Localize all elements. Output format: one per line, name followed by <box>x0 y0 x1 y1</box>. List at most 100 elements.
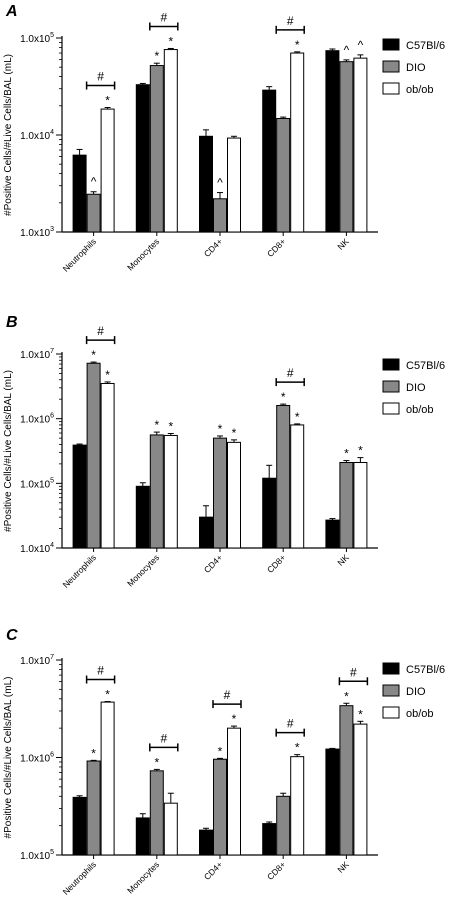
bar <box>72 796 87 856</box>
y-tick-label: 1.0x105 <box>20 32 54 45</box>
y-tick-exponent: 7 <box>50 654 54 661</box>
y-tick-mantissa: 1.0x10 <box>20 131 50 142</box>
bar <box>339 705 354 856</box>
y-tick-label: 1.0x106 <box>20 752 54 765</box>
bar <box>100 701 115 856</box>
y-tick-label: 1.0x104 <box>20 542 54 555</box>
bar <box>262 89 277 233</box>
legend-entry: ob/ob <box>406 404 434 416</box>
bar <box>276 795 291 856</box>
x-tick-label: NK <box>335 236 351 252</box>
bar <box>227 727 241 856</box>
y-tick-mantissa: 1.0x10 <box>20 479 50 490</box>
hash-annotation: # <box>224 688 231 702</box>
y-tick-mantissa: 1.0x10 <box>20 656 50 667</box>
asterisk-annotation: * <box>105 368 110 382</box>
caret-annotation: ^ <box>344 43 350 57</box>
y-tick-exponent: 6 <box>50 413 54 420</box>
panel-label: B <box>6 314 18 331</box>
y-tick-exponent: 5 <box>50 477 54 484</box>
bar <box>227 137 241 233</box>
x-tick-label: Neutrophils <box>61 236 98 273</box>
x-tick-label: Neutrophils <box>61 859 98 896</box>
y-tick-exponent: 4 <box>50 129 54 136</box>
y-axis-title: #Positive Cells/#Live Cells/BAL (mL) <box>3 677 14 839</box>
y-tick-mantissa: 1.0x10 <box>20 350 50 361</box>
asterisk-annotation: * <box>168 34 173 48</box>
y-axis-title: #Positive Cells/#Live Cells/BAL (mL) <box>3 370 14 532</box>
bar <box>290 424 305 549</box>
x-tick-label: Monocytes <box>125 859 161 895</box>
asterisk-annotation: * <box>91 348 96 362</box>
y-tick-exponent: 5 <box>50 32 54 39</box>
hash-annotation: # <box>350 665 357 679</box>
hash-annotation: # <box>97 324 104 338</box>
bar <box>163 49 178 233</box>
x-tick-label: NK <box>335 552 351 568</box>
legend-swatch <box>382 402 400 415</box>
bar <box>149 770 164 856</box>
asterisk-annotation: * <box>344 689 349 703</box>
asterisk-annotation: * <box>154 755 159 769</box>
x-tick-label: Neutrophils <box>61 552 98 589</box>
legend-swatch <box>382 358 400 371</box>
x-tick-label: CD4+ <box>202 236 225 259</box>
hash-annotation: # <box>160 731 167 745</box>
y-tick-exponent: 7 <box>50 348 54 355</box>
y-tick-label: 1.0x107 <box>20 348 54 361</box>
bar <box>262 823 277 856</box>
bar <box>353 461 368 549</box>
asterisk-annotation: * <box>358 707 363 721</box>
asterisk-annotation: * <box>281 390 286 404</box>
caret-annotation: ^ <box>217 176 223 190</box>
bar <box>227 441 241 549</box>
legend-entry: DIO <box>406 686 426 698</box>
hash-annotation: # <box>97 664 104 678</box>
hash-annotation: # <box>160 10 167 24</box>
bar <box>213 198 227 233</box>
hash-annotation: # <box>287 717 294 731</box>
legend-entry: C57Bl/6 <box>406 360 445 372</box>
asterisk-annotation: * <box>232 426 237 440</box>
x-tick-label: NK <box>335 859 351 875</box>
x-tick-label: CD8+ <box>265 236 288 259</box>
legend-swatch <box>382 60 400 73</box>
bar <box>353 57 368 233</box>
legend-entry: DIO <box>406 382 426 394</box>
caret-annotation: ^ <box>91 175 97 189</box>
bar <box>100 108 115 233</box>
bar <box>163 802 178 856</box>
y-tick-mantissa: 1.0x10 <box>20 415 50 426</box>
bar <box>149 434 164 549</box>
asterisk-annotation: * <box>168 419 173 433</box>
bar <box>135 817 150 856</box>
asterisk-annotation: * <box>344 447 349 461</box>
legend-swatch <box>382 662 400 675</box>
bar <box>339 61 354 233</box>
y-tick-exponent: 3 <box>50 226 54 233</box>
y-tick-label: 1.0x103 <box>20 226 54 239</box>
hash-annotation: # <box>97 70 104 84</box>
bar <box>86 193 101 233</box>
legend-swatch <box>382 684 400 697</box>
asterisk-annotation: * <box>232 712 237 726</box>
asterisk-annotation: * <box>295 38 300 52</box>
legend-entry: C57Bl/6 <box>406 664 445 676</box>
bar <box>86 362 101 549</box>
y-tick-label: 1.0x107 <box>20 654 54 667</box>
y-tick-exponent: 4 <box>50 542 54 549</box>
asterisk-annotation: * <box>154 418 159 432</box>
asterisk-annotation: * <box>358 444 363 458</box>
bar <box>325 748 340 856</box>
y-tick-label: 1.0x104 <box>20 129 54 142</box>
bar <box>135 485 150 549</box>
asterisk-annotation: * <box>295 410 300 424</box>
panel-label: C <box>6 627 18 644</box>
legend-entry: C57Bl/6 <box>406 40 445 52</box>
chart-panel-C: C #Positive Cells/#Live Cells/BAL (mL) 1.0… <box>3 627 445 897</box>
bar <box>135 84 150 233</box>
y-tick-mantissa: 1.0x10 <box>20 754 50 765</box>
bar <box>339 461 354 549</box>
y-axis-title: #Positive Cells/#Live Cells/BAL (mL) <box>3 54 14 216</box>
